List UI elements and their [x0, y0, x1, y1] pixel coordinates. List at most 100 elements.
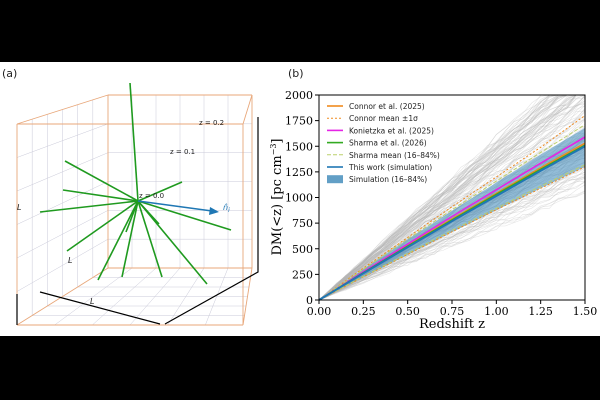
sim-sightline — [318, 125, 586, 301]
sightline — [97, 200, 139, 281]
sim-sightline — [318, 110, 586, 301]
sim-sightline — [318, 119, 586, 301]
sim-sightline — [318, 100, 586, 301]
sim-sightline — [318, 94, 585, 301]
legend-swatch — [327, 175, 343, 184]
sim-sightline — [318, 136, 586, 301]
panel-b-label: (b) — [288, 67, 304, 80]
sim-sightline — [318, 94, 585, 301]
sim-sightline — [318, 171, 586, 301]
sim-sightline — [318, 94, 586, 301]
sim-sightline — [318, 144, 586, 301]
sim-sightline — [318, 149, 586, 301]
sim-sightline — [318, 94, 585, 301]
series-band-simulation — [319, 127, 585, 300]
sim-sightline — [318, 94, 585, 301]
sim-sightline — [318, 138, 586, 301]
sim-sightline — [318, 184, 586, 301]
x-tick-label: 0.00 — [307, 305, 332, 318]
series-line-0 — [318, 142, 586, 301]
sim-sightline — [318, 162, 586, 301]
sim-sightline — [318, 133, 585, 301]
legend: Connor et al. (2025) Connor mean ±1σ Konie… — [327, 102, 440, 184]
sim-sightline — [318, 149, 586, 301]
sim-sightline — [318, 147, 585, 301]
sim-sightline — [318, 105, 586, 301]
sim-sightline — [318, 174, 586, 301]
sim-sightline — [318, 94, 585, 301]
series-line-3 — [318, 144, 586, 301]
sim-sightline — [318, 176, 586, 301]
sim-sightline — [318, 94, 585, 301]
sim-sightline — [318, 94, 585, 301]
x-tick-label: 1.00 — [484, 305, 509, 318]
sim-sightline — [318, 94, 585, 301]
sim-sightline — [318, 174, 586, 301]
sim-sightline — [318, 167, 586, 301]
sim-sightline — [318, 139, 586, 301]
sim-sightline — [318, 100, 586, 301]
legend-label: This work (simulation) — [348, 163, 432, 172]
sim-sightline — [318, 94, 585, 301]
sim-sightline — [318, 191, 586, 301]
y-tick-label: 1500 — [285, 140, 313, 153]
sim-sightline — [318, 94, 585, 301]
sim-sightline — [318, 117, 585, 301]
sim-sightline — [318, 166, 586, 301]
sim-sightline — [318, 171, 586, 301]
sim-sightline — [318, 146, 586, 301]
z-label-0-0: z = 0.0 — [139, 192, 164, 200]
legend-label: Connor mean ±1σ — [349, 114, 418, 123]
sim-sightline — [318, 94, 585, 301]
sim-sightline — [318, 176, 586, 301]
sim-sightline — [318, 94, 585, 301]
sim-sightline — [318, 153, 586, 301]
sim-sightline — [318, 154, 586, 301]
sim-sightline — [318, 153, 586, 301]
edge-label-left: L — [17, 203, 21, 212]
y-tick-label: 0 — [306, 294, 313, 307]
sim-sightline — [318, 136, 586, 301]
y-tick-label: 1250 — [285, 166, 313, 179]
sim-sightline — [318, 126, 586, 301]
sightline — [121, 200, 139, 278]
sim-sightline — [318, 178, 586, 301]
sim-sightline — [318, 94, 585, 301]
sim-sightline — [318, 119, 586, 301]
sim-sightline — [318, 94, 585, 301]
sim-sightline — [318, 94, 585, 301]
sim-sightline — [318, 94, 585, 301]
sim-sightline — [318, 167, 586, 301]
legend-label: Simulation (16–84%) — [349, 175, 427, 184]
axes-frame — [318, 94, 586, 301]
sim-sightline — [318, 146, 586, 301]
sim-sightline — [318, 176, 586, 301]
sightline — [137, 200, 163, 278]
z-label-0-1: z = 0.1 — [170, 148, 195, 156]
y-tick-label: 250 — [292, 268, 313, 281]
series-layer — [318, 115, 586, 301]
legend-label: Sharma et al. (2026) — [349, 139, 427, 148]
sim-sightline — [318, 152, 586, 301]
sim-sightline — [318, 141, 586, 301]
edge-label-bottom: L — [90, 297, 94, 306]
sim-sightline — [318, 152, 586, 301]
sim-sightline — [318, 148, 586, 301]
sim-sightline — [318, 94, 585, 301]
sim-sightline — [318, 94, 585, 301]
sim-sightline — [318, 94, 585, 301]
sim-sightline — [318, 94, 585, 301]
sim-sightline — [318, 115, 586, 301]
sim-sightline — [318, 105, 586, 301]
sightline — [137, 200, 208, 285]
sim-sightline — [318, 144, 586, 301]
cube-edges — [16, 94, 259, 326]
x-tick-label: 1.50 — [573, 305, 598, 318]
sightline — [66, 200, 139, 252]
cube-edge — [16, 94, 109, 125]
sim-sightline — [318, 157, 586, 301]
sightline — [62, 189, 139, 202]
sightline — [137, 181, 183, 202]
sim-sightline — [318, 181, 586, 301]
sightline — [129, 82, 139, 202]
